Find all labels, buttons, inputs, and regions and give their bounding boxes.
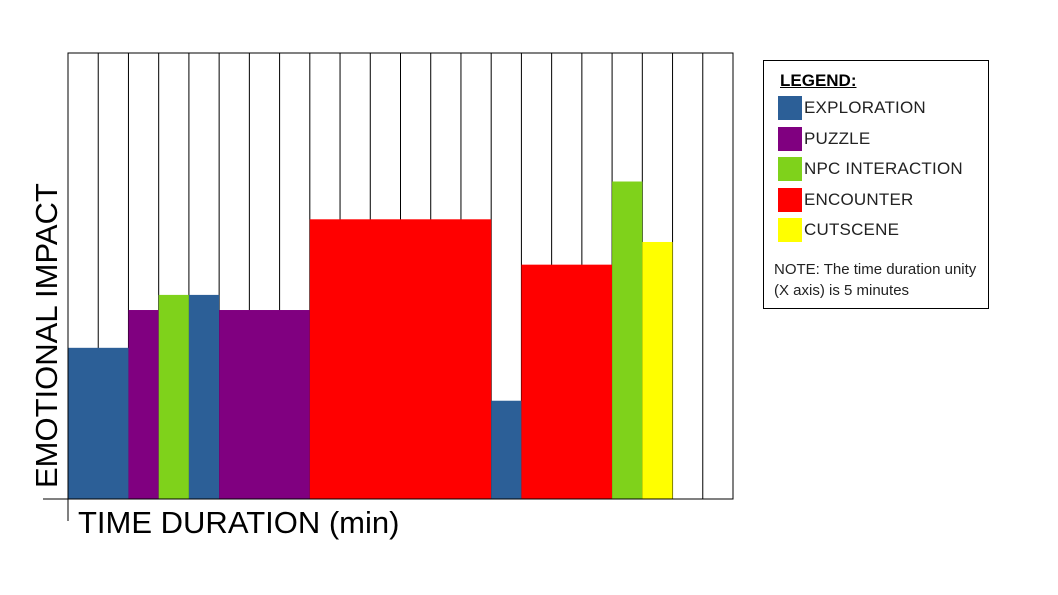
legend-swatch <box>778 126 802 151</box>
bar-encounter <box>521 264 613 499</box>
legend-item-npc-interaction: NPC INTERACTION <box>778 157 963 181</box>
x-axis-label: TIME DURATION (min) <box>78 505 399 540</box>
legend-swatch <box>778 157 802 181</box>
legend-label: PUZZLE <box>804 128 871 148</box>
bar-exploration <box>68 347 129 499</box>
legend-note: NOTE: The time duration unity (X axis) i… <box>774 261 977 299</box>
y-axis-label: EMOTIONAL IMPACT <box>29 183 64 488</box>
bar-npc-interaction <box>612 181 643 499</box>
legend-label: NPC INTERACTION <box>804 159 963 178</box>
bar-puzzle <box>219 310 310 499</box>
legend-label: ENCOUNTER <box>804 189 914 209</box>
legend-label: CUTSCENE <box>804 220 900 239</box>
legend-item-cutscene: CUTSCENE <box>778 218 899 242</box>
legend-label: EXPLORATION <box>804 98 926 117</box>
legend-title: LEGEND: <box>780 71 857 90</box>
legend: LEGEND: EXPLORATION PUZZLE NPC INTERACTION… <box>763 60 989 309</box>
legend-item-puzzle: PUZZLE <box>778 126 871 151</box>
bar-exploration <box>188 294 220 499</box>
plot-frame <box>67 52 734 500</box>
legend-item-exploration: EXPLORATION <box>778 96 926 120</box>
legend-item-encounter: ENCOUNTER <box>778 187 914 212</box>
bar-puzzle <box>128 310 159 499</box>
legend-swatch <box>778 187 802 212</box>
legend-swatch <box>778 96 802 120</box>
legend-swatch <box>778 218 802 242</box>
bar-exploration <box>491 400 522 499</box>
bar-npc-interaction <box>158 294 189 499</box>
bar-cutscene <box>642 241 673 500</box>
bars <box>68 181 673 500</box>
bar-encounter <box>309 219 492 499</box>
